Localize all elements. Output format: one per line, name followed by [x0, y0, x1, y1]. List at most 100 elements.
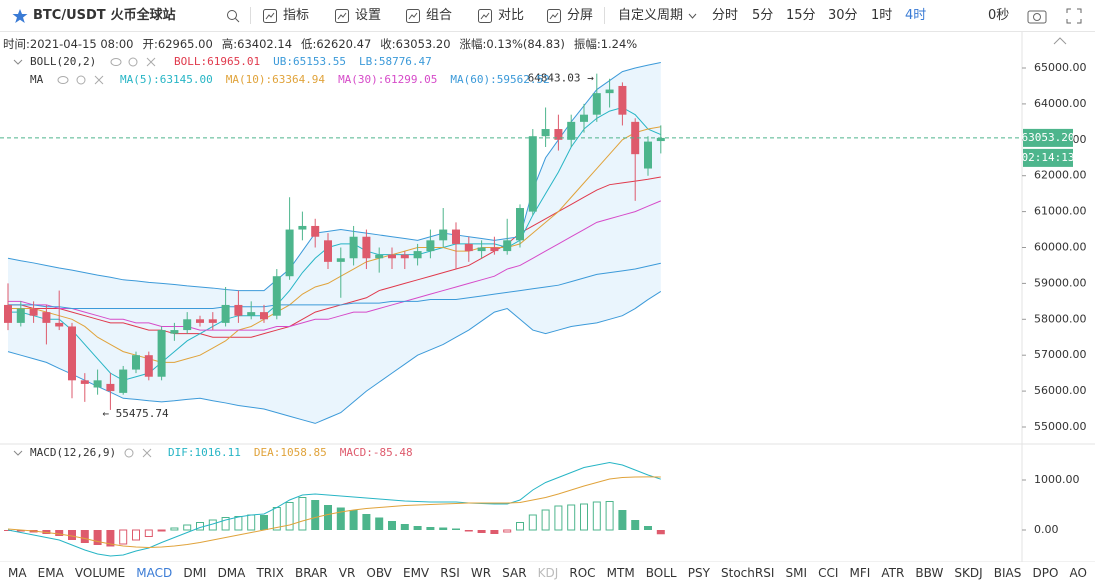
snapshot[interactable]: [1027, 0, 1047, 31]
indicator-tab[interactable]: EMA: [37, 566, 64, 580]
tool-label: 指标: [283, 8, 310, 23]
macd-bar: [452, 528, 460, 530]
legend-entry: DIF:1016.11: [168, 446, 241, 459]
candle-body: [336, 258, 345, 262]
close-icon[interactable]: [142, 448, 152, 458]
macd-bar: [644, 526, 652, 530]
indicator-tab[interactable]: MA: [8, 566, 27, 580]
macd-bar: [375, 517, 384, 530]
candle-body: [477, 247, 486, 252]
macd-bar: [260, 515, 268, 530]
settings-icon[interactable]: [76, 75, 86, 85]
indicator-tab[interactable]: DMI: [183, 566, 207, 580]
indicator-tab[interactable]: ROC: [569, 566, 596, 580]
indicator-tab[interactable]: VR: [338, 566, 356, 580]
indicator-tab[interactable]: PSY: [687, 566, 710, 580]
candle-body: [324, 240, 332, 262]
period-button[interactable]: 30分: [828, 8, 858, 23]
macd-bar: [618, 510, 627, 530]
period-button[interactable]: 5分: [752, 8, 774, 23]
candle-body: [196, 319, 204, 323]
y-tick-label: 57000.00: [1034, 348, 1087, 361]
indicator-tab[interactable]: DPO: [1032, 566, 1059, 580]
info-item: 高:63402.14: [221, 37, 293, 51]
min-annotation: ← 55475.74: [102, 407, 169, 420]
macd-bar: [93, 530, 102, 545]
indicator-tab[interactable]: BOLL: [645, 566, 677, 580]
candle-body: [16, 308, 25, 323]
macd-bar: [541, 509, 550, 531]
fullscreen[interactable]: [1066, 0, 1082, 31]
indicator-tab[interactable]: CCI: [818, 566, 839, 580]
macd-bar: [388, 521, 396, 530]
indicator-tab[interactable]: TRIX: [256, 566, 284, 580]
custom-period[interactable]: 自定义周期: [618, 0, 697, 31]
indicator-tab[interactable]: MTM: [606, 566, 635, 580]
candle-body: [375, 254, 384, 259]
tool-button[interactable]: 设置: [334, 0, 381, 31]
indicator-tab[interactable]: RSI: [440, 566, 460, 580]
macd-bar: [580, 503, 588, 531]
indicator-tab[interactable]: SMI: [785, 566, 807, 580]
y-tick-label: 60000.00: [1034, 241, 1087, 254]
info-item: 收:63053.20: [380, 37, 451, 51]
search[interactable]: [226, 0, 240, 31]
candle-body: [580, 114, 588, 122]
macd-bar: [528, 514, 537, 531]
macd-bar: [234, 516, 243, 531]
indicator-tab[interactable]: MACD: [136, 566, 173, 580]
price-axis: 55000.00 56000.00 57000.00 58000.00 59000.00…: [1022, 61, 1087, 536]
y-tick-label: 65000.00: [1034, 61, 1087, 74]
indicator-tab[interactable]: WR: [470, 566, 492, 580]
tool-button[interactable]: 指标: [262, 0, 309, 31]
candle-body: [644, 141, 652, 169]
eye-icon[interactable]: [57, 76, 69, 84]
indicator-tab[interactable]: VOLUME: [74, 566, 126, 580]
info-row: 时间:2021-04-15 08:00 开:62965.00 高:63402.14 低…: [3, 36, 637, 52]
period-button[interactable]: 分时: [712, 8, 739, 23]
info-item: 振幅:1.24%: [573, 37, 638, 51]
indicator-line: [7, 62, 661, 292]
macd-bar: [413, 526, 422, 530]
symbol[interactable]: BTC/USDT 火币全球站: [12, 0, 176, 31]
close-icon[interactable]: [146, 57, 156, 67]
legend-entry: MACD:-85.48: [340, 446, 413, 459]
candle-body: [554, 129, 563, 140]
close-icon[interactable]: [94, 75, 104, 85]
indicator-tab[interactable]: BIAS: [993, 566, 1022, 580]
indicator-tab[interactable]: OBV: [366, 566, 392, 580]
toggle-icon[interactable]: [13, 59, 23, 65]
settings-icon[interactable]: [124, 448, 134, 458]
period-button[interactable]: 15分: [786, 8, 816, 23]
tool-button[interactable]: 分屏: [546, 0, 593, 31]
period-button[interactable]: 4时: [905, 8, 927, 23]
settings-icon[interactable]: [128, 57, 138, 67]
eye-icon[interactable]: [110, 58, 122, 66]
macd-bar: [144, 529, 153, 537]
candle-body: [413, 251, 422, 259]
indicator-tab[interactable]: SKDJ: [954, 566, 983, 580]
tool-button[interactable]: 对比: [477, 0, 524, 31]
info-item: 时间:2021-04-15 08:00: [3, 37, 134, 51]
indicator-tab[interactable]: EMV: [403, 566, 430, 580]
candle-body: [157, 330, 166, 377]
macd-bar: [490, 530, 499, 534]
indicator-tab[interactable]: BBW: [915, 566, 944, 580]
candle-body: [388, 254, 396, 259]
candle-body: [170, 330, 179, 334]
macd-bar: [221, 517, 230, 531]
indicator-tab[interactable]: ATR: [881, 566, 905, 580]
indicator-tab[interactable]: SAR: [502, 566, 527, 580]
indicator-tab[interactable]: DMA: [217, 566, 246, 580]
indicator-tab[interactable]: KDJ: [537, 566, 559, 580]
macd-bar: [106, 530, 115, 547]
indicator-tab[interactable]: StochRSI: [721, 566, 775, 580]
collapse-icon[interactable]: [1053, 37, 1067, 45]
indicator-tab[interactable]: BRAR: [295, 566, 328, 580]
toggle-icon[interactable]: [13, 450, 23, 456]
favorite-star[interactable]: [12, 8, 28, 24]
tool-button[interactable]: 组合: [405, 0, 452, 31]
period-button[interactable]: 1时: [871, 8, 893, 23]
indicator-tab[interactable]: AO: [1069, 566, 1087, 580]
indicator-tab[interactable]: MFI: [849, 566, 871, 580]
